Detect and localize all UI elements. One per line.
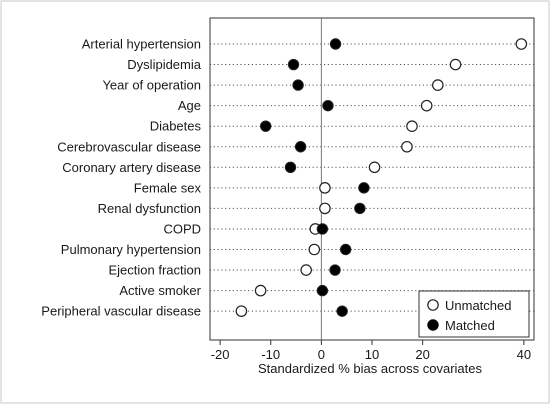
matched-point: [358, 182, 370, 194]
x-tick-label: -10: [261, 347, 280, 362]
unmatched-point: [432, 79, 444, 91]
covariate-label: Diabetes: [150, 119, 202, 134]
x-tick-label: 10: [365, 347, 379, 362]
covariate-labels: Arterial hypertension Dyslipidemia Year of…: [41, 37, 201, 319]
x-axis: -20 -10 0 10 20 40: [211, 340, 531, 362]
matched-point: [339, 243, 352, 256]
matched-point: [316, 223, 329, 235]
legend-matched-marker: [427, 319, 439, 331]
matched-point: [292, 79, 304, 91]
unmatched-point: [235, 305, 248, 317]
covariate-label: Age: [178, 98, 201, 113]
markers: [235, 38, 528, 317]
x-tick-label: 20: [415, 347, 429, 362]
covariate-label: Renal dysfunction: [98, 201, 201, 216]
matched-point: [354, 202, 366, 215]
matched-point: [336, 305, 348, 317]
covariate-label: Coronary artery disease: [62, 160, 201, 175]
unmatched-point: [406, 120, 418, 132]
covariate-label: Active smoker: [119, 283, 201, 298]
covariate-label: Peripheral vascular disease: [41, 304, 201, 319]
x-tick-label: 40: [517, 347, 531, 362]
unmatched-point: [368, 161, 381, 174]
legend-unmatched-label: Unmatched: [445, 298, 511, 313]
matched-point: [259, 120, 272, 132]
legend-matched-label: Matched: [445, 318, 495, 333]
x-axis-title: Standardized % bias across covariates: [258, 361, 483, 376]
legend-unmatched-marker: [427, 299, 439, 311]
matched-point: [287, 58, 300, 71]
covariate-label: Arterial hypertension: [82, 37, 201, 52]
unmatched-point: [319, 202, 331, 215]
covariate-label: Pulmonary hypertension: [61, 242, 201, 257]
unmatched-point: [300, 264, 312, 276]
x-tick-label: 0: [318, 347, 325, 362]
covariate-label: Cerebrovascular disease: [57, 139, 201, 154]
unmatched-point: [319, 182, 331, 194]
covariate-label: COPD: [163, 221, 201, 236]
matched-point: [316, 284, 329, 297]
covariate-label: Ejection fraction: [109, 263, 202, 278]
unmatched-point: [401, 140, 413, 153]
unmatched-point: [420, 99, 433, 112]
unmatched-point: [254, 284, 267, 297]
matched-point: [284, 161, 297, 174]
legend-box: [418, 290, 530, 338]
covariate-label: Year of operation: [102, 78, 201, 93]
grid-lines: [210, 43, 534, 312]
unmatched-point: [515, 38, 528, 50]
legend: Unmatched Matched: [418, 290, 530, 338]
x-tick-label: -20: [211, 347, 230, 362]
matched-point: [294, 141, 307, 153]
unmatched-point: [308, 243, 321, 256]
matched-point: [322, 99, 334, 112]
covariate-label: Dyslipidemia: [127, 57, 201, 72]
covariate-label: Female sex: [134, 180, 202, 195]
matched-point: [329, 264, 341, 276]
matched-point: [329, 38, 342, 50]
unmatched-point: [449, 58, 462, 71]
